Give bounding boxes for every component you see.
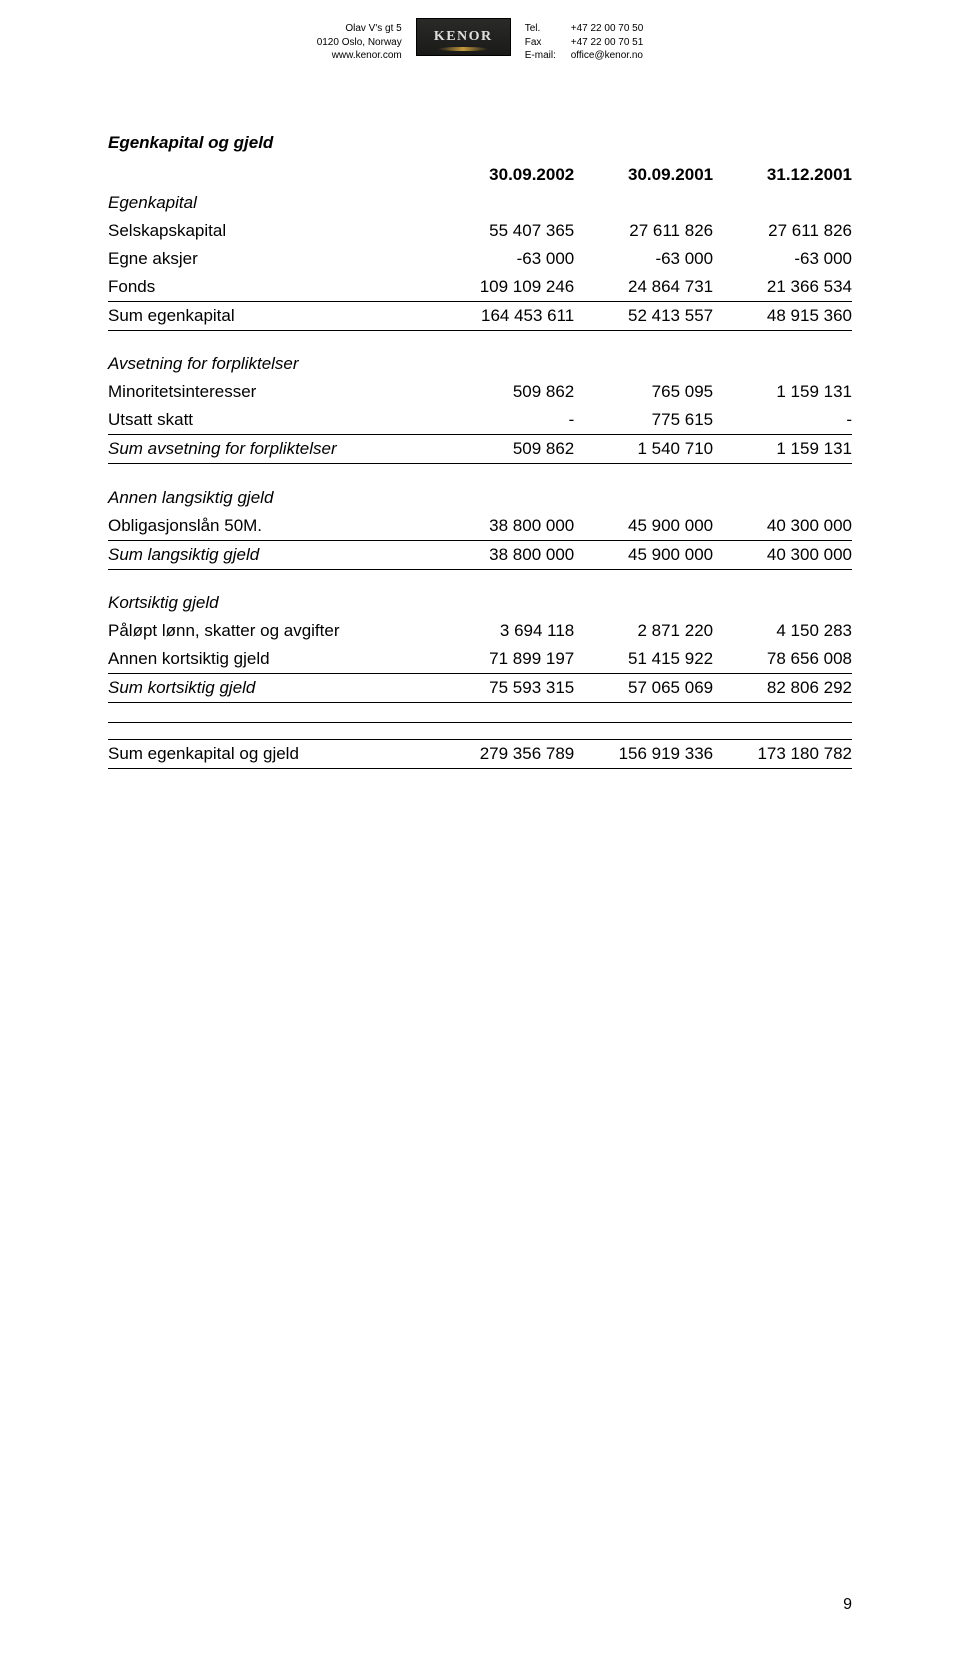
cell: 45 900 000 <box>574 540 713 569</box>
table-row: Fonds 109 109 246 24 864 731 21 366 534 <box>108 273 852 302</box>
cell: 4 150 283 <box>713 617 852 645</box>
column-header: 30.09.2001 <box>574 161 713 189</box>
row-label: Obligasjonslån 50M. <box>108 512 435 541</box>
cell: 45 900 000 <box>574 512 713 541</box>
subsection-heading: Kortsiktig gjeld <box>108 589 435 617</box>
cell: 109 109 246 <box>435 273 574 302</box>
cell: -63 000 <box>713 245 852 273</box>
row-label: Minoritetsinteresser <box>108 378 435 406</box>
cell: 509 862 <box>435 435 574 464</box>
contact-email: E-mail: office@kenor.no <box>525 49 644 63</box>
subsection-heading: Egenkapital <box>108 189 435 217</box>
page-number: 9 <box>843 1596 852 1614</box>
cell: -63 000 <box>574 245 713 273</box>
table-header-row: 30.09.2002 30.09.2001 31.12.2001 <box>108 161 852 189</box>
cell: 1 540 710 <box>574 435 713 464</box>
cell: 156 919 336 <box>574 740 713 769</box>
cell: 82 806 292 <box>713 674 852 703</box>
sum-row: Sum avsetning for forpliktelser 509 862 … <box>108 435 852 464</box>
row-label: Utsatt skatt <box>108 406 435 435</box>
address-line: 0120 Oslo, Norway <box>317 36 402 50</box>
address-line: Olav V's gt 5 <box>317 22 402 36</box>
cell: 40 300 000 <box>713 512 852 541</box>
row-label: Påløpt lønn, skatter og avgifter <box>108 617 435 645</box>
cell: 52 413 557 <box>574 301 713 330</box>
letterhead-header: Olav V's gt 5 0120 Oslo, Norway www.keno… <box>0 0 960 63</box>
contact-value: +47 22 00 70 51 <box>571 36 644 50</box>
cell: -63 000 <box>435 245 574 273</box>
cell: 1 159 131 <box>713 435 852 464</box>
table-row: Egne aksjer -63 000 -63 000 -63 000 <box>108 245 852 273</box>
subsection-heading: Annen langsiktig gjeld <box>108 484 435 512</box>
contact-value: office@kenor.no <box>571 49 643 63</box>
contact-label: Tel. <box>525 22 561 36</box>
sum-label: Sum langsiktig gjeld <box>108 540 435 569</box>
cell: 24 864 731 <box>574 273 713 302</box>
cell: 78 656 008 <box>713 645 852 674</box>
cell: 509 862 <box>435 378 574 406</box>
sum-label: Sum egenkapital <box>108 301 435 330</box>
cell: 75 593 315 <box>435 674 574 703</box>
contact-tel: Tel. +47 22 00 70 50 <box>525 22 644 36</box>
financial-table: 30.09.2002 30.09.2001 31.12.2001 Egenkap… <box>108 161 852 770</box>
contact-block: Tel. +47 22 00 70 50 Fax +47 22 00 70 51… <box>525 18 644 63</box>
row-label: Egne aksjer <box>108 245 435 273</box>
cell: 1 159 131 <box>713 378 852 406</box>
table-row: Selskapskapital 55 407 365 27 611 826 27… <box>108 217 852 245</box>
contact-value: +47 22 00 70 50 <box>571 22 644 36</box>
contact-label: Fax <box>525 36 561 50</box>
page-content: Egenkapital og gjeld 30.09.2002 30.09.20… <box>0 63 960 770</box>
cell: - <box>713 406 852 435</box>
cell: 40 300 000 <box>713 540 852 569</box>
cell: 164 453 611 <box>435 301 574 330</box>
cell: 3 694 118 <box>435 617 574 645</box>
sum-row: Sum langsiktig gjeld 38 800 000 45 900 0… <box>108 540 852 569</box>
grand-total-label: Sum egenkapital og gjeld <box>108 740 435 769</box>
contact-fax: Fax +47 22 00 70 51 <box>525 36 644 50</box>
table-row: Utsatt skatt - 775 615 - <box>108 406 852 435</box>
table-row: Minoritetsinteresser 509 862 765 095 1 1… <box>108 378 852 406</box>
cell: 48 915 360 <box>713 301 852 330</box>
sum-row: Sum kortsiktig gjeld 75 593 315 57 065 0… <box>108 674 852 703</box>
cell: 55 407 365 <box>435 217 574 245</box>
row-label: Selskapskapital <box>108 217 435 245</box>
cell: 279 356 789 <box>435 740 574 769</box>
sum-label: Sum avsetning for forpliktelser <box>108 435 435 464</box>
subsection-heading-row: Annen langsiktig gjeld <box>108 484 852 512</box>
page-title: Egenkapital og gjeld <box>108 133 852 153</box>
cell: 21 366 534 <box>713 273 852 302</box>
logo-text: KENOR <box>434 29 493 45</box>
sum-row: Sum egenkapital 164 453 611 52 413 557 4… <box>108 301 852 330</box>
cell: 38 800 000 <box>435 540 574 569</box>
cell: 71 899 197 <box>435 645 574 674</box>
cell: - <box>435 406 574 435</box>
subsection-heading: Avsetning for forpliktelser <box>108 350 435 378</box>
row-label: Fonds <box>108 273 435 302</box>
cell: 27 611 826 <box>713 217 852 245</box>
company-logo: KENOR <box>416 18 511 56</box>
subsection-heading-row: Avsetning for forpliktelser <box>108 350 852 378</box>
cell: 173 180 782 <box>713 740 852 769</box>
cell: 27 611 826 <box>574 217 713 245</box>
table-row: Annen kortsiktig gjeld 71 899 197 51 415… <box>108 645 852 674</box>
contact-label: E-mail: <box>525 49 561 63</box>
cell: 38 800 000 <box>435 512 574 541</box>
address-block: Olav V's gt 5 0120 Oslo, Norway www.keno… <box>317 18 402 63</box>
column-header: 30.09.2002 <box>435 161 574 189</box>
cell: 51 415 922 <box>574 645 713 674</box>
table-row: Obligasjonslån 50M. 38 800 000 45 900 00… <box>108 512 852 541</box>
grand-total-row: Sum egenkapital og gjeld 279 356 789 156… <box>108 740 852 769</box>
logo-accent-icon <box>438 47 488 51</box>
cell: 775 615 <box>574 406 713 435</box>
subsection-heading-row: Egenkapital <box>108 189 852 217</box>
sum-label: Sum kortsiktig gjeld <box>108 674 435 703</box>
cell: 2 871 220 <box>574 617 713 645</box>
cell: 765 095 <box>574 378 713 406</box>
subsection-heading-row: Kortsiktig gjeld <box>108 589 852 617</box>
cell: 57 065 069 <box>574 674 713 703</box>
column-header: 31.12.2001 <box>713 161 852 189</box>
address-line: www.kenor.com <box>317 49 402 63</box>
table-row: Påløpt lønn, skatter og avgifter 3 694 1… <box>108 617 852 645</box>
row-label: Annen kortsiktig gjeld <box>108 645 435 674</box>
